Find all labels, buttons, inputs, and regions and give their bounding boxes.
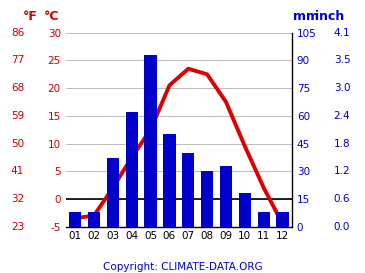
Bar [201, 171, 213, 227]
Text: 1.8: 1.8 [334, 138, 350, 149]
Bar [258, 212, 270, 227]
Text: 1.2: 1.2 [334, 166, 350, 176]
Text: Copyright: CLIMATE-DATA.ORG: Copyright: CLIMATE-DATA.ORG [103, 262, 262, 272]
Text: 86: 86 [11, 28, 24, 38]
Text: 41: 41 [11, 166, 24, 176]
Text: 4.1: 4.1 [334, 28, 350, 38]
Text: 0.6: 0.6 [334, 194, 350, 204]
Bar [88, 212, 100, 227]
Bar [220, 166, 232, 227]
Text: 32: 32 [11, 194, 24, 204]
Text: °C: °C [45, 10, 60, 23]
Bar [107, 158, 119, 227]
Text: 68: 68 [11, 83, 24, 93]
Bar [163, 134, 176, 227]
Text: 0.0: 0.0 [334, 222, 350, 232]
Text: 23: 23 [11, 222, 24, 232]
Text: 2.4: 2.4 [334, 111, 350, 121]
Bar [182, 153, 195, 227]
Bar [276, 212, 289, 227]
Bar [126, 112, 138, 227]
Text: 3.0: 3.0 [334, 83, 350, 93]
Bar [145, 55, 157, 227]
Text: 50: 50 [11, 138, 24, 149]
Text: °F: °F [23, 10, 38, 23]
Bar [239, 193, 251, 227]
Bar [69, 212, 81, 227]
Text: mm: mm [293, 10, 319, 23]
Text: inch: inch [315, 10, 344, 23]
Text: 3.5: 3.5 [334, 55, 350, 66]
Text: 77: 77 [11, 55, 24, 66]
Text: 59: 59 [11, 111, 24, 121]
